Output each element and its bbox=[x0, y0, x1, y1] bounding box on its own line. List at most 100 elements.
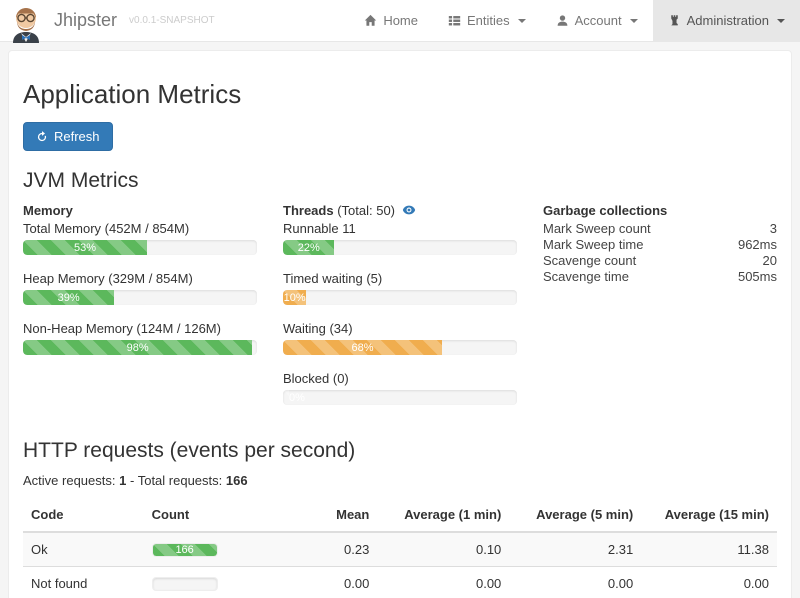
heap-memory-bar-fill: 39% bbox=[23, 290, 115, 305]
gc-row-scavenge-time: Scavenge time 505ms bbox=[543, 269, 777, 285]
gc-value: 20 bbox=[762, 253, 777, 268]
page-title: Application Metrics bbox=[23, 79, 242, 109]
brand-title: Jhipster bbox=[54, 10, 118, 30]
nonheap-memory-metric: Non-Heap Memory (124M / 126M) 98% bbox=[23, 321, 257, 355]
nonheap-memory-label: Non-Heap Memory (124M / 126M) bbox=[23, 321, 221, 336]
threads-heading-label: Threads bbox=[283, 203, 334, 218]
refresh-button-label: Refresh bbox=[54, 129, 100, 144]
runnable-bar-value: 22% bbox=[297, 241, 320, 254]
threads-total-label: (Total: 50) bbox=[337, 203, 396, 218]
total-memory-label: Total Memory (452M / 854M) bbox=[23, 221, 190, 236]
gc-row-mark-sweep-time: Mark Sweep time 962ms bbox=[543, 237, 777, 253]
gc-label: Scavenge time bbox=[543, 269, 629, 284]
garbage-collections-column: Garbage collections Mark Sweep count 3 M… bbox=[543, 203, 777, 421]
gc-row-scavenge-count: Scavenge count 20 bbox=[543, 253, 777, 269]
gc-label: Scavenge count bbox=[543, 253, 637, 268]
nav-item-account[interactable]: Account bbox=[541, 0, 653, 41]
brand-version: v0.0.1-SNAPSHOT bbox=[129, 15, 215, 26]
avg1-cell: 0.00 bbox=[475, 576, 502, 591]
main-nav: Home Entities Account Administration bbox=[349, 0, 800, 41]
blocked-label: Blocked (0) bbox=[283, 371, 349, 386]
timed-waiting-threads-metric: Timed waiting (5) 10% bbox=[283, 271, 517, 305]
active-requests-value: 1 bbox=[119, 473, 127, 488]
summary-separator: - bbox=[129, 473, 135, 488]
table-row-ok: Ok 166 0.23 0.10 2.31 11.38 bbox=[23, 532, 777, 567]
table-header-row: Code Count Mean Average (1 min) Average … bbox=[23, 498, 777, 533]
jvm-metrics-heading: JVM Metrics bbox=[23, 169, 139, 192]
threads-heading: Threads (Total: 50) bbox=[283, 203, 517, 218]
runnable-label: Runnable 11 bbox=[283, 221, 356, 236]
heap-memory-metric: Heap Memory (329M / 854M) 39% bbox=[23, 271, 257, 305]
refresh-icon bbox=[37, 130, 47, 141]
avg15-cell: 11.38 bbox=[737, 542, 769, 557]
total-memory-bar-fill: 53% bbox=[23, 240, 148, 255]
gc-value: 3 bbox=[769, 221, 777, 236]
memory-heading: Memory bbox=[23, 203, 73, 218]
blocked-bar-value: 0% bbox=[289, 391, 305, 404]
runnable-progressbar: 22% bbox=[283, 240, 517, 255]
header-average-5min: Average (5 min) bbox=[509, 498, 642, 533]
eye-icon[interactable] bbox=[402, 203, 416, 217]
avg5-cell: 0.00 bbox=[607, 576, 634, 591]
blocked-threads-metric: Blocked (0) 0% bbox=[283, 371, 517, 405]
gc-label: Mark Sweep count bbox=[543, 221, 651, 236]
user-icon bbox=[557, 15, 568, 26]
avg1-cell: 0.10 bbox=[475, 542, 502, 557]
gc-row-mark-sweep-count: Mark Sweep count 3 bbox=[543, 221, 777, 237]
total-memory-progressbar: 53% bbox=[23, 240, 257, 255]
timed-waiting-bar-value: 10% bbox=[283, 291, 306, 304]
list-icon bbox=[448, 16, 461, 26]
header-mean: Mean bbox=[279, 498, 378, 533]
total-requests-value: 166 bbox=[225, 473, 248, 488]
ok-count-bar-fill: 166 bbox=[152, 543, 217, 556]
heap-memory-bar-value: 39% bbox=[57, 291, 80, 304]
code-cell: Ok bbox=[31, 542, 48, 557]
timed-waiting-label: Timed waiting (5) bbox=[283, 271, 383, 286]
gc-label: Mark Sweep time bbox=[543, 237, 644, 252]
memory-column: Memory Total Memory (452M / 854M) 53% He… bbox=[23, 203, 257, 421]
chevron-down-icon bbox=[777, 18, 785, 23]
avg5-cell: 2.31 bbox=[607, 542, 634, 557]
ok-count-value: 166 bbox=[175, 543, 194, 556]
threads-column: Threads (Total: 50) Runnable 11 22% Time… bbox=[283, 203, 517, 421]
http-requests-heading: HTTP requests (events per second) bbox=[23, 439, 356, 462]
total-memory-metric: Total Memory (452M / 854M) 53% bbox=[23, 221, 257, 255]
blocked-progressbar: 0% bbox=[283, 390, 517, 405]
mean-cell: 0.00 bbox=[344, 576, 370, 591]
waiting-bar-value: 68% bbox=[351, 341, 374, 354]
total-requests-label: Total requests: bbox=[137, 473, 223, 488]
home-icon bbox=[365, 14, 377, 26]
nonheap-memory-progressbar: 98% bbox=[23, 340, 257, 355]
timed-waiting-bar-fill: 10% bbox=[283, 290, 307, 305]
gc-value: 505ms bbox=[737, 269, 777, 284]
timed-waiting-progressbar: 10% bbox=[283, 290, 517, 305]
mean-cell: 0.23 bbox=[344, 542, 370, 557]
runnable-threads-metric: Runnable 11 22% bbox=[283, 221, 517, 255]
active-requests-label: Active requests: bbox=[23, 473, 116, 488]
jvm-metrics-row: Memory Total Memory (452M / 854M) 53% He… bbox=[23, 203, 777, 421]
nonheap-memory-bar-value: 98% bbox=[126, 341, 149, 354]
tower-icon bbox=[670, 15, 678, 26]
brand[interactable]: Jhipster v0.0.1-SNAPSHOT bbox=[0, 0, 215, 43]
nav-label-administration: Administration bbox=[686, 13, 769, 28]
avg15-cell: 0.00 bbox=[743, 576, 769, 591]
header-count: Count bbox=[143, 498, 280, 533]
nav-item-administration[interactable]: Administration bbox=[652, 0, 800, 41]
nav-item-home[interactable]: Home bbox=[349, 0, 433, 41]
nav-label-entities: Entities bbox=[467, 13, 510, 28]
total-memory-bar-value: 53% bbox=[73, 241, 97, 254]
content-panel: Application Metrics Refresh JVM Metrics … bbox=[8, 50, 792, 598]
chevron-down-icon bbox=[629, 18, 638, 23]
waiting-bar-fill: 68% bbox=[283, 340, 443, 355]
nav-item-entities[interactable]: Entities bbox=[433, 0, 541, 41]
not-found-count-progressbar bbox=[151, 576, 218, 591]
chevron-down-icon bbox=[517, 18, 526, 23]
table-row-not-found: Not found 0.00 0.00 0.00 0.00 bbox=[23, 566, 777, 598]
header-code: Code bbox=[23, 498, 144, 533]
http-requests-table: Code Count Mean Average (1 min) Average … bbox=[23, 498, 777, 598]
waiting-progressbar: 68% bbox=[283, 340, 517, 355]
nonheap-memory-bar-fill: 98% bbox=[23, 340, 253, 355]
heap-memory-label: Heap Memory (329M / 854M) bbox=[23, 271, 193, 286]
waiting-label: Waiting (34) bbox=[283, 321, 353, 336]
refresh-button[interactable]: Refresh bbox=[23, 122, 113, 151]
